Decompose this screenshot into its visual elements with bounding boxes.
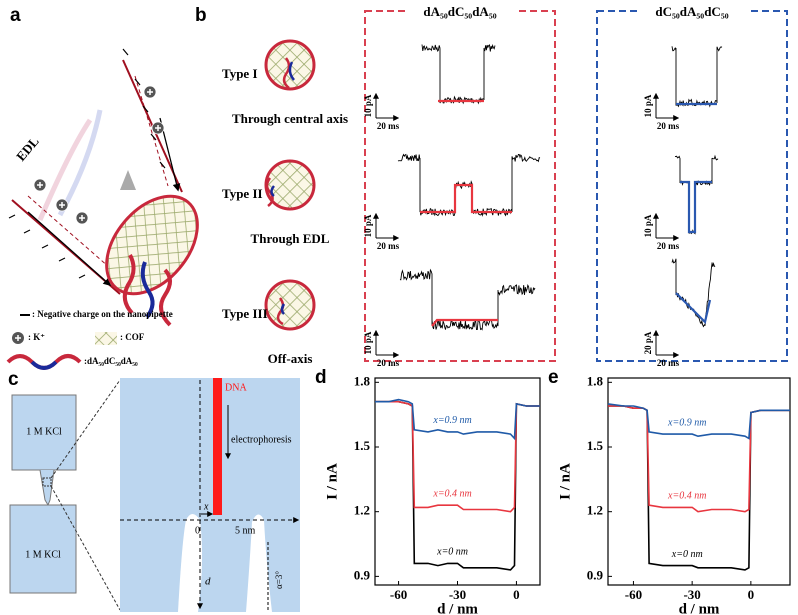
current-trace [397, 153, 541, 217]
fit-line [675, 292, 712, 325]
panel-label: d [315, 367, 327, 388]
y-tick-label: 1.2 [587, 503, 603, 518]
y-tick-label: 0.9 [587, 567, 604, 582]
legend-text: : COF [120, 332, 145, 342]
x-label: x [203, 501, 209, 512]
scale-label: 20 ms [657, 358, 680, 368]
y-tick-label: 1.8 [587, 373, 604, 388]
x-axis-label: d / nm [437, 601, 478, 615]
series-label: x=0 nm [671, 549, 703, 560]
fit-line [431, 318, 498, 327]
y-axis-label: I / nA [324, 463, 340, 500]
width-label: 5 nm [235, 525, 256, 536]
y-tick-label: 1.8 [354, 373, 371, 388]
dna-label: DNA [225, 382, 247, 393]
plot-frame [607, 377, 791, 586]
y-tick-label: 1.5 [354, 438, 371, 453]
series-line [608, 405, 790, 571]
y-axis-label: I / nA [557, 463, 573, 500]
x-tick-label: -60 [625, 587, 642, 602]
type-name: Type II [222, 186, 263, 201]
type-mode: Through central axis [232, 111, 348, 126]
current-trace [421, 43, 496, 105]
title-bg [405, 5, 515, 19]
group-title: dA₅₀dC₅₀dA₅₀ [423, 4, 496, 19]
current-trace [671, 46, 723, 108]
series-label: x=0.9 nm [667, 417, 706, 428]
zero-label: 0 [195, 525, 200, 536]
setup [9, 378, 300, 612]
current-trace [399, 268, 536, 331]
d-label: d [205, 576, 211, 588]
current-trace [674, 154, 719, 235]
panel-label: e [548, 367, 559, 388]
nanopipette [8, 48, 199, 327]
scale-label: 10 pA [643, 214, 653, 237]
series-line [375, 398, 540, 441]
y-tick-label: 1.2 [354, 503, 370, 518]
type-name: Type III [222, 306, 268, 321]
panel-label: a [10, 5, 21, 26]
scale-label: 10 pA [643, 94, 653, 117]
x-axis-label: d / nm [679, 601, 720, 615]
current-trace [671, 258, 716, 328]
series-label: x=0.9 nm [432, 415, 471, 426]
x-tick-label: -60 [390, 587, 407, 602]
series-label: x=0 nm [436, 547, 468, 558]
y-tick-label: 1.5 [587, 438, 604, 453]
title-bg [637, 5, 747, 19]
type-mode: Through EDL [251, 231, 330, 246]
y-tick-label: 0.9 [354, 567, 371, 582]
type-icons [264, 39, 316, 331]
scale-label: 20 ms [377, 241, 400, 251]
type-mode: Off-axis [268, 351, 313, 366]
scale-label: 20 ms [377, 358, 400, 368]
x-tick-label: 0 [748, 587, 755, 602]
angle-label: α=3° [274, 571, 284, 589]
group-title: dC₅₀dA₅₀dC₅₀ [655, 4, 728, 19]
fit-line [680, 180, 712, 234]
scale-label: 20 ms [657, 241, 680, 251]
legend-text: :dA₅₀dC₅₀dA₅₀ [84, 356, 138, 366]
legend-text: : Negative charge on the nanopipette [32, 309, 173, 319]
series-label: x=0.4 nm [667, 491, 706, 502]
scale-label: 10 pA [363, 94, 373, 117]
reservoir-label: 1 M KCl [25, 549, 61, 560]
series-label: x=0.4 nm [432, 489, 471, 500]
x-tick-label: -30 [449, 587, 466, 602]
scale-label: 10 pA [363, 214, 373, 237]
scale-label: 20 ms [657, 121, 680, 131]
legend-text: : K⁺ [28, 332, 45, 342]
scale-label: 10 pA [363, 331, 373, 354]
type-name: Type I [222, 66, 258, 81]
series-line [607, 403, 790, 440]
scale-label: 20 pA [643, 331, 653, 354]
arrow-label: electrophoresis [231, 434, 292, 445]
series-line [375, 400, 540, 513]
edl-label: EDL [13, 133, 42, 163]
panel-label: b [195, 5, 207, 26]
reservoir-label: 1 M KCl [26, 426, 62, 437]
x-tick-label: 0 [513, 587, 520, 602]
x-tick-label: -30 [683, 587, 700, 602]
panel-label: c [8, 369, 19, 390]
scale-label: 20 ms [377, 121, 400, 131]
fit-line [420, 183, 512, 214]
